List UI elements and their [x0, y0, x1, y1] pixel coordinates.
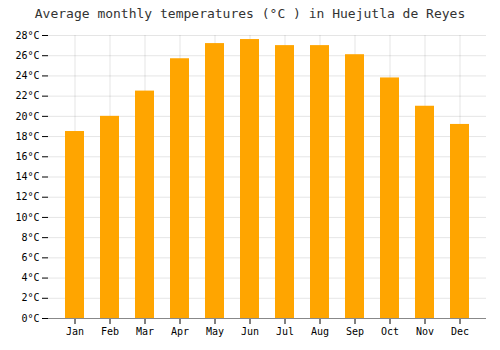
- svg-text:Mar: Mar: [136, 326, 154, 337]
- svg-text:28°C: 28°C: [15, 30, 39, 41]
- svg-text:14°C: 14°C: [15, 171, 39, 182]
- svg-text:0°C: 0°C: [21, 313, 39, 324]
- svg-text:4°C: 4°C: [21, 272, 39, 283]
- svg-text:Jun: Jun: [241, 326, 259, 337]
- svg-text:8°C: 8°C: [21, 232, 39, 243]
- svg-text:Jul: Jul: [276, 326, 294, 337]
- svg-text:Aug: Aug: [311, 326, 329, 337]
- svg-text:26°C: 26°C: [15, 50, 39, 61]
- svg-text:6°C: 6°C: [21, 252, 39, 263]
- svg-text:Oct: Oct: [381, 326, 399, 337]
- svg-text:18°C: 18°C: [15, 131, 39, 142]
- html-text:Average monthly temperatures (: Average monthly temperatures (°C ) in Hu…: [34, 6, 466, 21]
- svg-text:10°C: 10°C: [15, 212, 39, 223]
- svg-text:Apr: Apr: [171, 326, 189, 337]
- svg-text:24°C: 24°C: [15, 70, 39, 81]
- svg-text:Feb: Feb: [101, 326, 119, 337]
- svg-text:May: May: [206, 326, 224, 337]
- svg-text:Sep: Sep: [346, 326, 364, 337]
- svg-text:Jan: Jan: [66, 326, 84, 337]
- svg-text:2°C: 2°C: [21, 292, 39, 303]
- svg-text:16°C: 16°C: [15, 151, 39, 162]
- svg-text:20°C: 20°C: [15, 111, 39, 122]
- svg-text:12°C: 12°C: [15, 191, 39, 202]
- svg-text:Dec: Dec: [451, 326, 469, 337]
- svg-text:22°C: 22°C: [15, 90, 39, 101]
- svg-text:Nov: Nov: [416, 326, 434, 337]
